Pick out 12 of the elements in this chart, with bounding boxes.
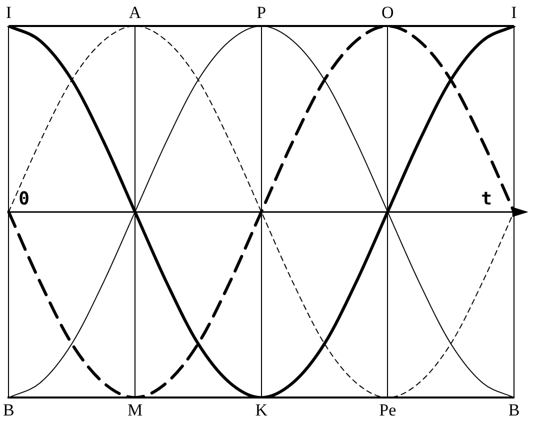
text: P	[256, 2, 266, 22]
text: I	[6, 2, 12, 22]
x-tick-label: M	[127, 400, 143, 420]
text: O	[382, 2, 394, 22]
x-tick-label: B	[508, 400, 520, 420]
annotation: t	[481, 188, 492, 210]
x-tick-label: Pe	[379, 400, 396, 420]
x-tick-label: B	[3, 400, 14, 420]
annotation: 0	[18, 188, 30, 210]
text: I	[511, 2, 518, 22]
x-tick-label: K	[255, 400, 268, 420]
text: A	[128, 2, 142, 22]
